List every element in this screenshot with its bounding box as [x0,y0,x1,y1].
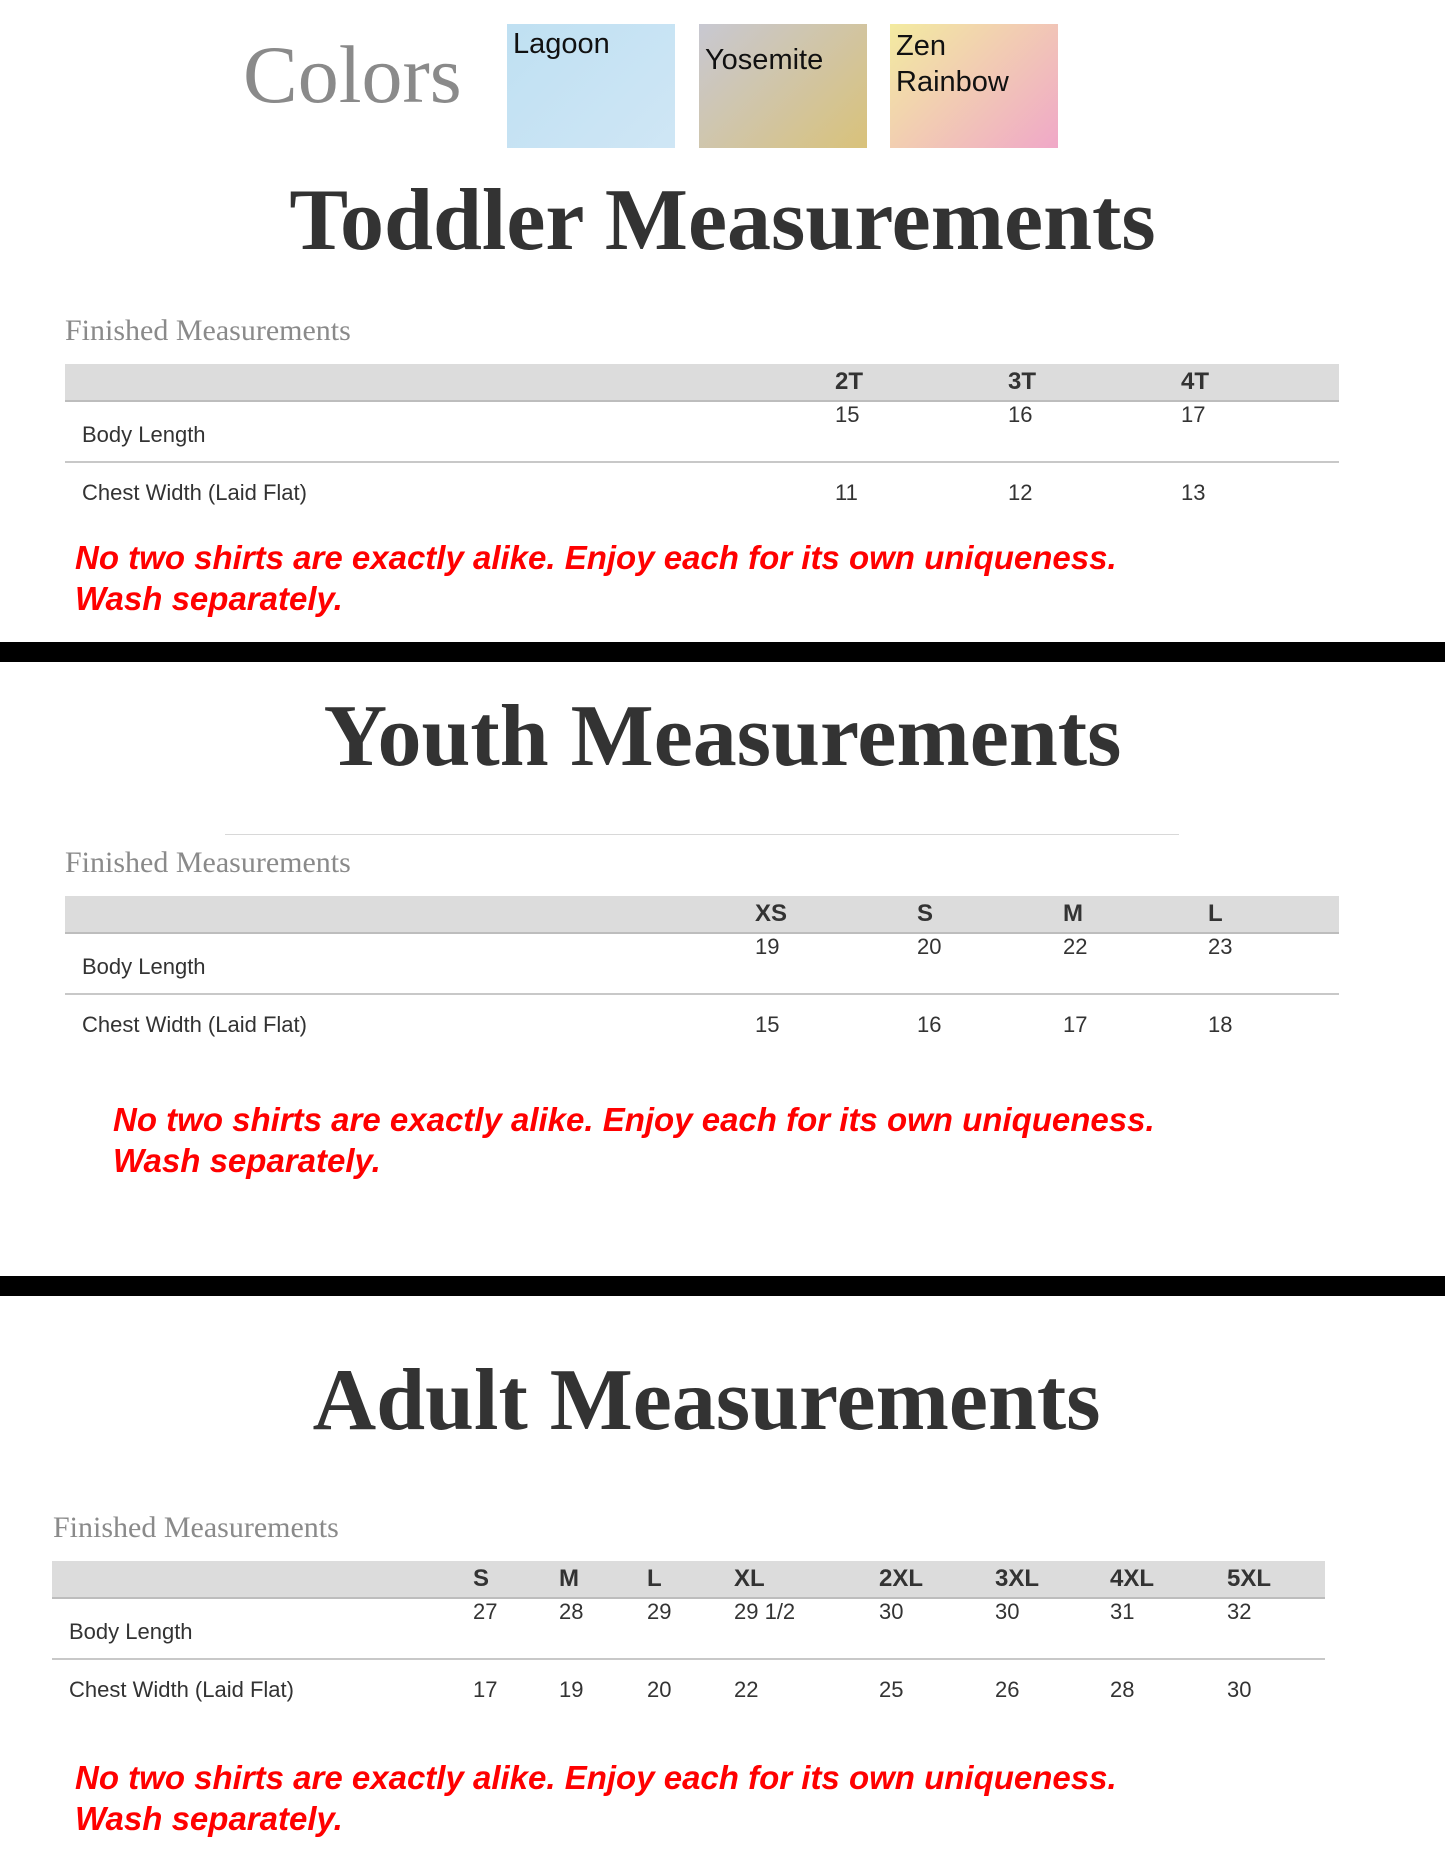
table-row: Chest Width (Laid Flat) 15 16 17 18 [65,996,1339,1046]
row-divider [65,993,1339,995]
cell-value: 27 [473,1599,498,1624]
row-divider [65,461,1339,463]
cell-value: 20 [647,1677,672,1702]
table-row: Body Length 27 28 29 29 1/2 30 30 31 32 [52,1599,1325,1659]
size-header: XL [734,1565,765,1592]
youth-title: Youth Measurements [323,688,1122,785]
cell-value: 17 [473,1677,498,1702]
cell-value: 11 [835,480,858,505]
colors-title: Colors [243,29,462,120]
cell-value: 17 [1063,1012,1088,1037]
row-divider [52,1658,1325,1660]
size-header: XS [755,900,788,927]
cell-value: 22 [1063,934,1088,959]
adult-title: Adult Measurements [312,1352,1101,1449]
adult-note: No two shirts are exactly alike. Enjoy e… [75,1757,1117,1839]
cell-value: 26 [995,1677,1020,1702]
cell-value: 15 [755,1012,780,1037]
cell-value: 16 [917,1012,942,1037]
cell-value: 13 [1181,480,1206,505]
cell-value: 30 [1227,1677,1252,1702]
size-header: 4XL [1110,1565,1155,1592]
table-header: XS S M L [65,896,1339,934]
note-line: No two shirts are exactly alike. Enjoy e… [75,1759,1117,1796]
cell-value: 28 [1110,1677,1135,1702]
cell-value: 19 [755,934,780,959]
adult-subtitle: Finished Measurements [53,1511,339,1544]
swatch-label: Zen Rainbow [896,30,1009,98]
cell-value: 18 [1208,1012,1233,1037]
table-row: Chest Width (Laid Flat) 11 12 13 [65,464,1339,514]
section-divider [0,642,1445,662]
size-header: 5XL [1227,1565,1272,1592]
note-line: No two shirts are exactly alike. Enjoy e… [75,539,1117,576]
swatch-yosemite: Yosemite [699,24,867,148]
cell-value: 22 [734,1677,759,1702]
row-label: Chest Width (Laid Flat) [82,1012,307,1037]
table-header: S M L XL 2XL 3XL 4XL 5XL [52,1561,1325,1599]
cell-value: 19 [559,1677,584,1702]
divider-line [225,834,1179,835]
cell-value: 31 [1110,1599,1135,1624]
table-row: Body Length 19 20 22 23 [65,934,1339,994]
cell-value: 17 [1181,402,1206,427]
size-header: S [917,900,934,927]
cell-value: 32 [1227,1599,1252,1624]
cell-value: 12 [1008,480,1033,505]
size-header: M [559,1565,579,1592]
size-header: L [1208,900,1223,927]
toddler-subtitle: Finished Measurements [65,314,351,347]
swatch-lagoon: Lagoon [507,24,675,148]
table-row: Body Length 15 16 17 [65,402,1339,462]
note-line: Wash separately. [75,580,343,617]
cell-value: 30 [995,1599,1020,1624]
cell-value: 28 [559,1599,584,1624]
row-label: Chest Width (Laid Flat) [82,480,307,505]
size-header: 4T [1181,368,1210,395]
cell-value: 23 [1208,934,1233,959]
note-line: Wash separately. [113,1142,381,1179]
table-row: Chest Width (Laid Flat) 17 19 20 22 25 26 28 30 [52,1661,1325,1711]
cell-value: 16 [1008,402,1033,427]
row-label: Body Length [82,954,206,979]
size-header: 3T [1008,368,1037,395]
row-label: Body Length [82,422,206,447]
youth-subtitle: Finished Measurements [65,846,351,879]
cell-value: 29 [647,1599,672,1624]
cell-value: 30 [879,1599,904,1624]
section-divider [0,1276,1445,1296]
toddler-note: No two shirts are exactly alike. Enjoy e… [75,537,1117,619]
swatch-label: Yosemite [705,44,824,76]
row-label: Body Length [69,1619,193,1644]
note-line: Wash separately. [75,1800,343,1837]
size-header: M [1063,900,1083,927]
size-header: L [647,1565,662,1592]
cell-value: 29 1/2 [734,1599,796,1624]
table-header: 2T 3T 4T [65,364,1339,402]
size-header: 2T [835,368,864,395]
toddler-title: Toddler Measurements [289,172,1156,269]
size-header: 2XL [879,1565,924,1592]
swatch-zen-rainbow: Zen Rainbow [890,24,1058,148]
cell-value: 25 [879,1677,904,1702]
swatch-label: Lagoon [513,28,610,60]
note-line: No two shirts are exactly alike. Enjoy e… [113,1101,1155,1138]
row-label: Chest Width (Laid Flat) [69,1677,294,1702]
cell-value: 15 [835,402,860,427]
cell-value: 20 [917,934,942,959]
youth-note: No two shirts are exactly alike. Enjoy e… [113,1099,1155,1181]
size-header: 3XL [995,1565,1040,1592]
size-header: S [473,1565,490,1592]
